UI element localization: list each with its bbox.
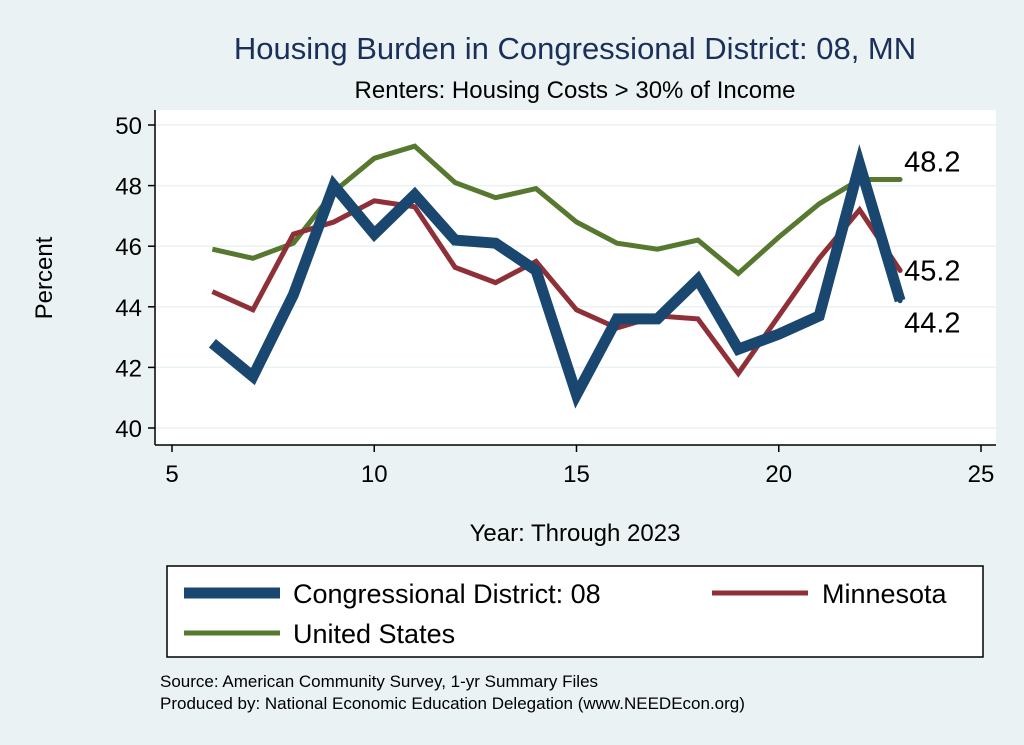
legend: Congressional District: 08 Minnesota Uni… <box>166 565 984 658</box>
x-tick-label: 20 <box>765 461 792 488</box>
y-tick-label: 40 <box>115 416 142 443</box>
y-ticks: 40 42 44 46 48 50 <box>115 113 155 443</box>
series-end-point-2 <box>897 177 903 183</box>
legend-label-district: Congressional District: 08 <box>293 579 601 609</box>
series-end-point-0 <box>897 298 903 304</box>
end-label-1: 45.2 <box>904 255 960 287</box>
legend-label-minnesota: Minnesota <box>822 579 948 609</box>
chart-title: Housing Burden in Congressional District… <box>234 31 916 66</box>
end-label-0: 44.2 <box>904 308 960 340</box>
legend-label-us: United States <box>293 619 455 649</box>
y-tick-label: 48 <box>115 174 142 201</box>
x-axis-label: Year: Through 2023 <box>470 520 681 547</box>
y-tick-label: 46 <box>115 234 142 261</box>
legend-box <box>166 565 984 658</box>
x-tick-label: 5 <box>165 461 178 488</box>
produced-by-note: Produced by: National Economic Education… <box>160 694 745 713</box>
x-tick-label: 25 <box>968 461 995 488</box>
end-label-2: 48.2 <box>904 147 960 179</box>
source-note: Source: American Community Survey, 1-yr … <box>160 672 598 691</box>
end-labels: 48.2 45.2 44.2 <box>904 147 960 340</box>
series-line-1 <box>211 198 903 378</box>
series-line-0 <box>208 144 906 409</box>
y-axis-label: Percent <box>31 236 58 319</box>
x-tick-label: 15 <box>563 461 590 488</box>
x-ticks: 5 10 15 20 25 <box>165 445 994 488</box>
x-tick-label: 10 <box>361 461 388 488</box>
y-tick-label: 50 <box>115 113 142 140</box>
y-tick-label: 42 <box>115 355 142 382</box>
chart-subtitle: Renters: Housing Costs > 30% of Income <box>355 77 796 104</box>
series-lines <box>208 143 906 409</box>
series-end-point-1 <box>897 267 903 273</box>
y-tick-label: 44 <box>115 295 142 322</box>
